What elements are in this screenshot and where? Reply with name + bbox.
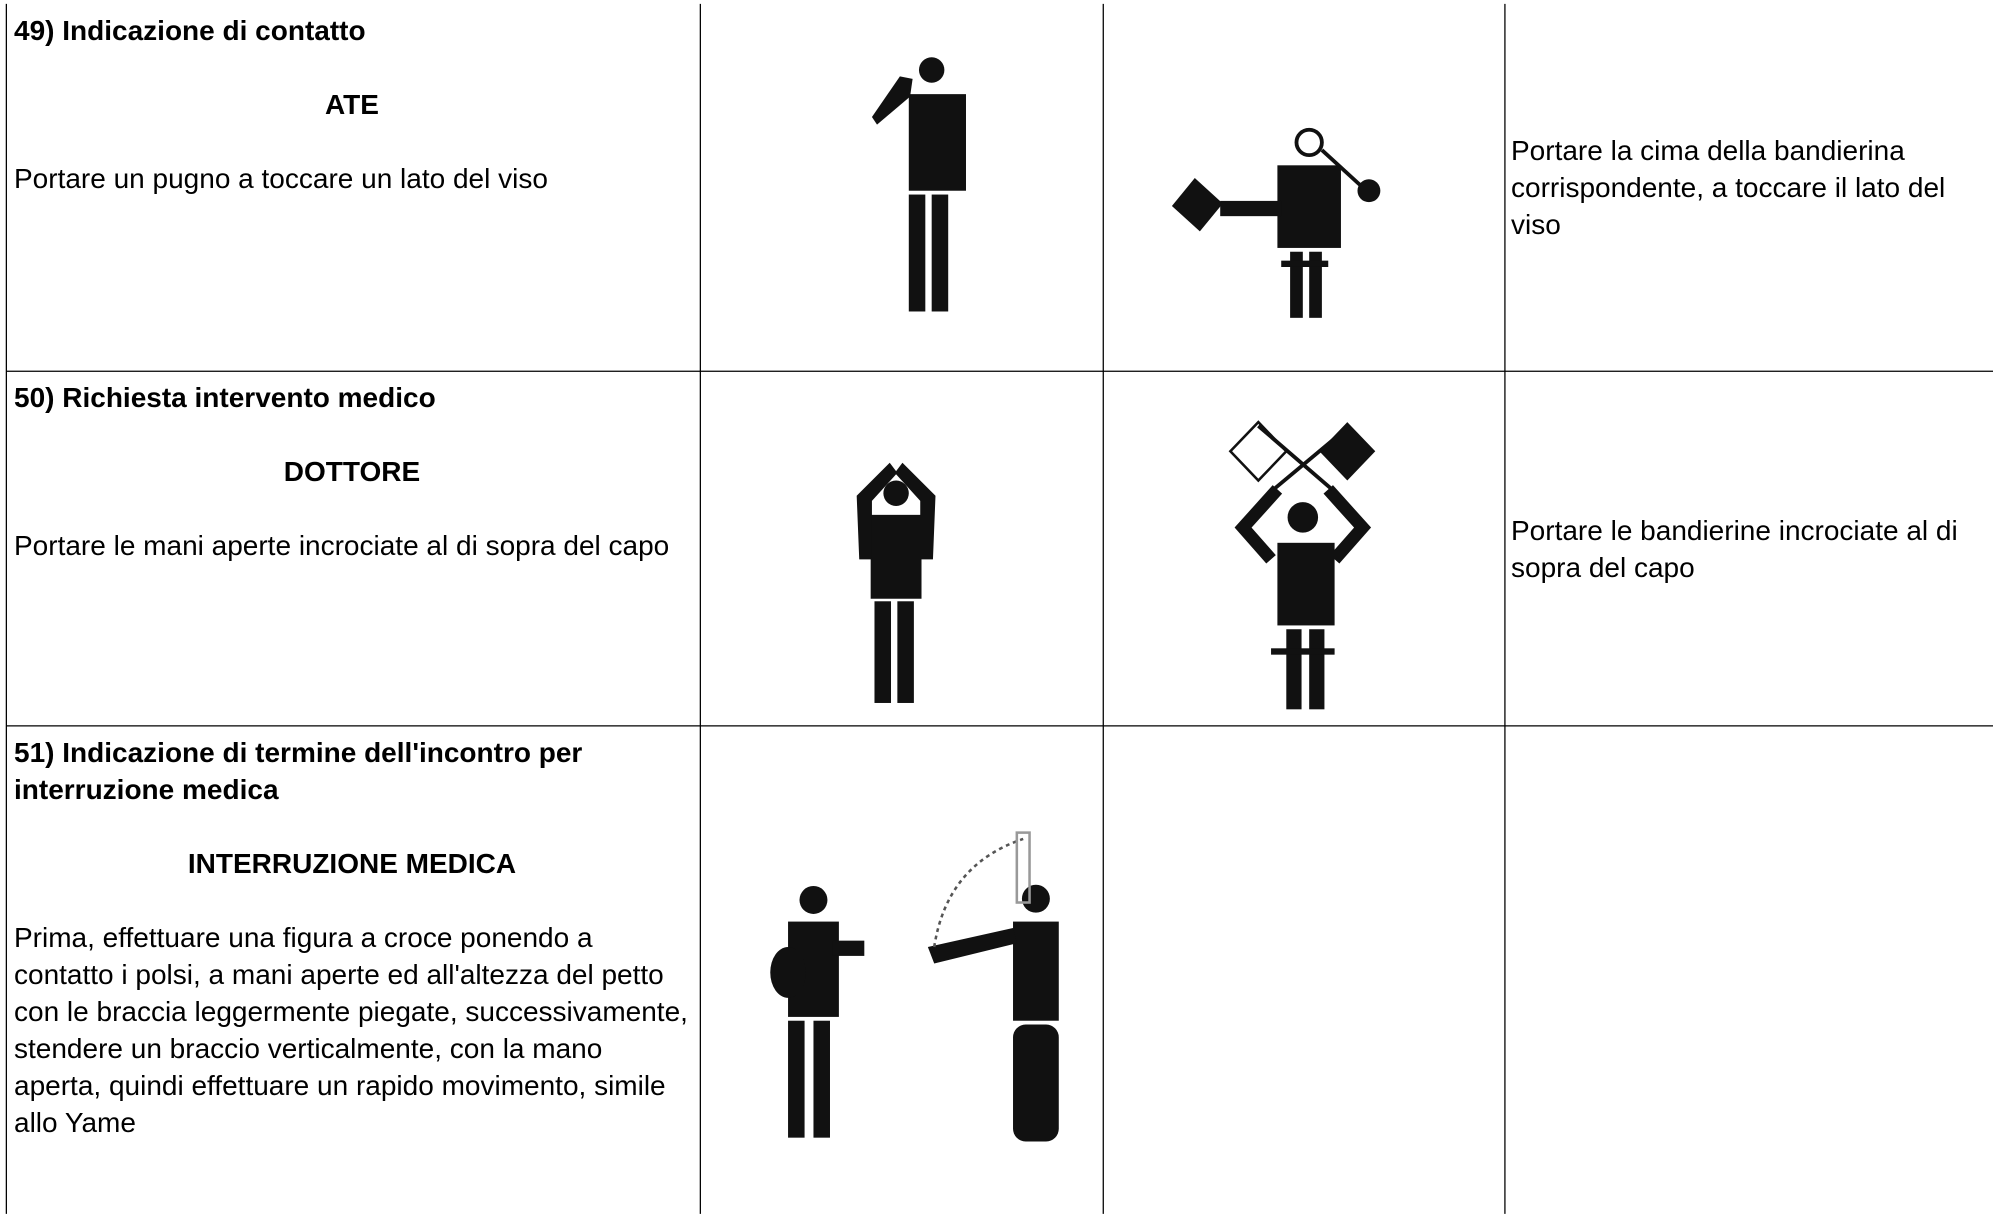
cell-signal: 49) Indicazione di contatto ATE Portare …	[6, 4, 700, 371]
pictogram-doctor	[856, 462, 936, 703]
pictogram-contact	[871, 57, 966, 312]
cell-signal: 51) Indicazione di termine dell'incontro…	[6, 726, 700, 1214]
signal-keyword: ATE	[325, 89, 379, 120]
pictogram-doctor-flag	[1228, 420, 1376, 710]
signal-title: 51) Indicazione di termine dell'incontro…	[14, 737, 583, 805]
pictogram-contact-flag	[1171, 127, 1381, 318]
signal-keyword: INTERRUZIONE MEDICA	[187, 848, 517, 879]
flag-description: Portare le bandierine incrociate al di s…	[1511, 514, 1958, 583]
pictogram-medical-stop	[770, 831, 1059, 1142]
signal-keyword: DOTTORE	[283, 456, 421, 487]
cell-flag: Portare la cima della bandierina corrisp…	[1505, 4, 1993, 371]
signal-description: Prima, effettuare una figura a croce pon…	[14, 922, 688, 1138]
signal-title: 50) Richiesta intervento medico	[14, 382, 436, 413]
cell-flag: Portare le bandierine incrociate al di s…	[1505, 371, 1993, 726]
signal-description: Portare le mani aperte incrociate al di …	[14, 530, 670, 561]
flag-description: Portare la cima della bandierina corrisp…	[1511, 135, 1946, 240]
signal-description: Portare un pugno a toccare un lato del v…	[14, 163, 548, 194]
cell-signal: 50) Richiesta intervento medico DOTTORE …	[6, 371, 700, 726]
table-grid	[5, 3, 1993, 1214]
signal-title: 49) Indicazione di contatto	[14, 15, 366, 46]
